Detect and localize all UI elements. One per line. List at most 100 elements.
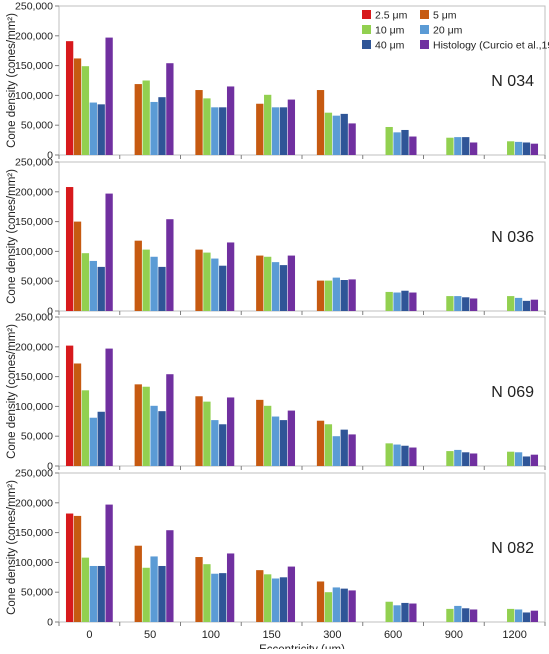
bar [142,80,150,155]
bar [89,102,97,155]
bar [158,565,166,622]
y-axis-label: Cone density (cones/mm²) [6,169,18,304]
panel-frame [58,5,546,156]
bar [134,384,142,466]
bar [134,545,142,622]
legend-label: Histology (Curcio et al.,1990) [433,40,549,52]
bar [340,429,348,466]
legend-swatch [420,25,429,34]
bar [81,557,90,622]
bar [385,443,393,466]
y-tick-label: 200,000 [15,186,53,198]
bar [264,574,272,622]
bar [348,434,356,466]
bar [454,449,462,466]
y-tick-label: 100,000 [15,557,53,569]
bar [469,609,478,622]
bar [158,411,166,466]
bar [340,113,348,155]
bar [271,262,280,311]
bar [271,107,280,155]
x-tick-label: 0 [86,629,92,641]
bar [166,374,174,466]
bar [385,126,393,155]
bar [264,405,272,466]
bar [348,123,356,155]
bar [105,348,113,466]
bar [324,280,333,311]
bar [507,296,515,311]
bar [211,258,219,311]
bar [316,581,325,622]
bar [166,219,174,311]
x-tick-label: 50 [144,629,156,641]
legend-swatch [420,10,429,19]
bar [195,249,203,311]
bar [393,132,401,155]
bar [316,280,325,311]
bar [522,456,531,466]
bar [340,280,348,311]
legend-label: 40 μm [375,40,405,52]
bar [332,587,340,622]
bar [195,396,203,466]
bar [409,292,417,311]
bar [454,296,462,311]
bar [462,452,470,466]
y-tick-label: 250,000 [15,157,53,169]
bar [134,84,142,155]
y-tick-label: 200,000 [15,30,53,42]
y-tick-label: 150,000 [15,527,53,539]
panel-label: N 069 [491,384,534,401]
bar [385,601,393,622]
y-tick-label: 250,000 [15,312,53,324]
y-tick-label: 150,000 [15,371,53,383]
bar [287,255,296,311]
bar [65,513,74,622]
bar [324,112,333,155]
bar [454,137,462,155]
bar [150,101,158,155]
y-tick-label: 50,000 [21,120,53,132]
x-tick-label: 100 [202,629,220,641]
y-axis-label: Cone density (cones/mm²) [6,480,18,615]
bar [203,252,211,311]
bar [81,390,90,466]
y-tick-label: 150,000 [15,60,53,72]
bar [97,266,105,311]
x-tick-label: 1200 [502,629,526,641]
legend-swatch [362,25,371,34]
bar [73,221,82,311]
bar [256,103,264,155]
bar [332,115,340,155]
y-tick-label: 100,000 [15,246,53,258]
bar [469,142,478,155]
y-tick-label: 150,000 [15,216,53,228]
bar [65,345,74,466]
y-tick-label: 50,000 [21,587,53,599]
bar [195,90,203,155]
bar [97,104,105,155]
bar [81,253,90,311]
bar [401,290,409,311]
bar [142,567,150,622]
bar [530,143,539,155]
bar [105,193,113,311]
bar [219,573,227,622]
bar [530,299,539,311]
bar [256,255,264,311]
bar [409,447,417,466]
x-axis-label: Eccentricity (μm) [259,644,345,649]
panel-label: N 036 [491,229,534,246]
bar [393,605,401,622]
bar [316,90,325,155]
bar [195,557,203,622]
bar [279,577,288,622]
y-tick-label: 0 [47,150,53,162]
bar [89,565,97,622]
bar [514,609,523,622]
bar [158,97,166,155]
bar [166,530,174,622]
panel-frame [58,472,546,623]
legend-label: 10 μm [375,25,405,37]
